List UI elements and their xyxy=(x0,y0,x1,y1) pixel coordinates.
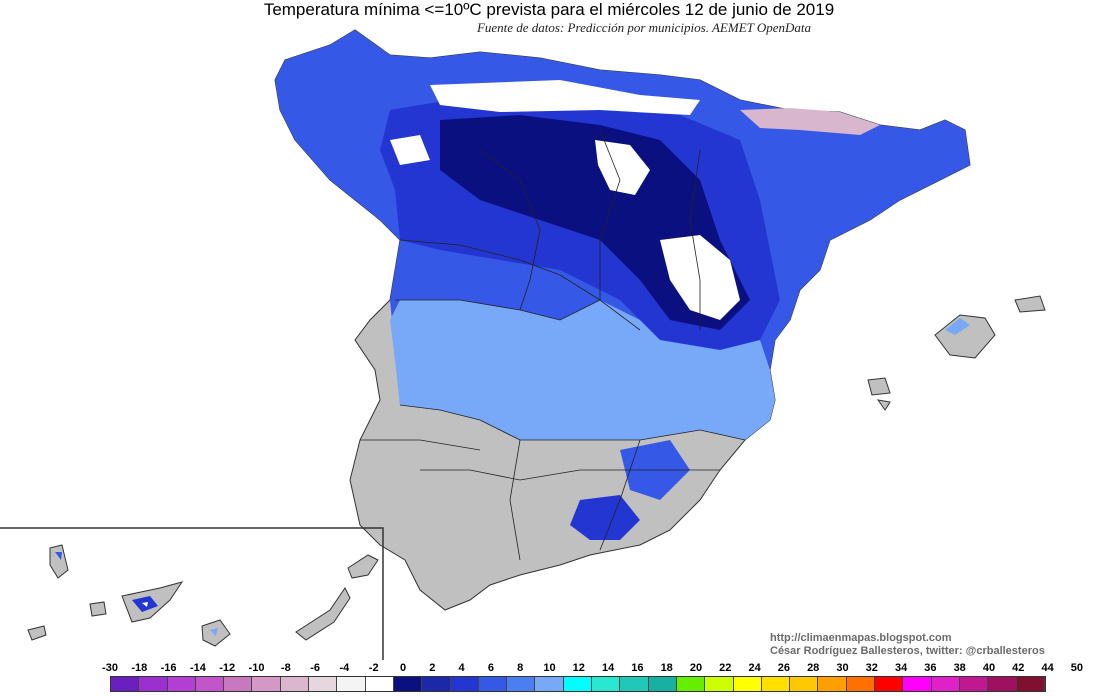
legend-tick-label: 20 xyxy=(689,662,703,674)
legend-swatch xyxy=(280,677,310,691)
el-hierro xyxy=(27,625,47,641)
legend-tick-label: 26 xyxy=(777,662,791,674)
legend-tick-label: 22 xyxy=(719,662,732,674)
legend-swatch xyxy=(903,677,932,691)
legend-swatch xyxy=(393,677,423,691)
legend-swatch xyxy=(620,677,649,691)
tenerife-frost xyxy=(142,602,148,607)
legend-tick-label: 10 xyxy=(543,662,556,674)
author-credit: César Rodríguez Ballesteros, twitter: @c… xyxy=(770,645,1045,657)
legend-swatch xyxy=(309,677,338,691)
legend-swatch xyxy=(422,677,451,691)
legend-labels: -30 -18 -16 -14 -12 -10 -8 -6 -4 -2 0 2 4 6 8 10 12 14 16 1… xyxy=(96,662,1088,676)
legend-swatch xyxy=(195,677,225,691)
legend-tick-label: 6 xyxy=(487,662,494,674)
legend-tick-label: 40 xyxy=(982,662,996,674)
legend-swatch xyxy=(592,677,621,691)
legend-swatch xyxy=(988,677,1017,691)
formentera xyxy=(876,399,891,411)
legend-tick-label: 50 xyxy=(1070,662,1084,674)
legend-tick-label: 30 xyxy=(836,662,849,674)
legend-tick-label: -10 xyxy=(248,662,265,674)
legend-swatch xyxy=(478,677,508,691)
legend-tick-label: 28 xyxy=(807,662,820,674)
legend-tick-label: -16 xyxy=(160,662,177,674)
legend-tick-label: 42 xyxy=(1012,662,1025,674)
map-subtitle: Fuente de datos: Predicción por municipi… xyxy=(476,20,812,35)
legend-tick-label: 0 xyxy=(399,662,407,674)
frost-patch-cantabrico xyxy=(430,80,700,115)
ibiza xyxy=(867,377,891,396)
legend-swatch xyxy=(167,677,196,691)
menorca xyxy=(1014,295,1046,313)
legend-tick-label: -4 xyxy=(339,662,350,674)
legend-swatch xyxy=(365,677,394,691)
legend-color-bar xyxy=(110,676,1046,692)
legend-tick-label: -6 xyxy=(310,662,320,674)
legend-swatch xyxy=(507,677,536,691)
legend-swatch xyxy=(535,677,564,691)
legend-tick-label: 12 xyxy=(572,662,585,674)
province-borders xyxy=(360,129,746,561)
map-title: Temperatura mínima <=10ºC prevista para … xyxy=(263,0,835,19)
mallorca-cold xyxy=(945,318,970,335)
cold-patch-sierra-nevada xyxy=(570,495,640,540)
legend-tick-label: -12 xyxy=(219,662,236,674)
la-palma-cold xyxy=(55,552,62,560)
legend-swatch xyxy=(931,677,960,691)
frost-patch-sistema-central xyxy=(660,235,740,320)
legend-swatch xyxy=(959,677,989,691)
legend-swatch xyxy=(1016,677,1045,691)
la-palma xyxy=(49,544,69,579)
la-gomera xyxy=(89,601,107,617)
mallorca xyxy=(934,314,996,359)
legend-swatch xyxy=(790,677,819,691)
legend-swatch xyxy=(252,677,281,691)
legend-swatch xyxy=(450,677,479,691)
legend-swatch xyxy=(139,677,168,691)
legend-swatch xyxy=(875,677,904,691)
legend-tick-label: 8 xyxy=(517,662,524,674)
legend-tick-label: -30 xyxy=(102,662,118,674)
legend-swatch xyxy=(111,677,140,691)
legend-tick-label: 14 xyxy=(601,662,615,674)
frost-patch-pyrenees xyxy=(740,108,880,135)
legend-swatch xyxy=(733,677,762,691)
legend-tick-label: 4 xyxy=(458,662,465,674)
legend-tick-label: 32 xyxy=(865,662,878,674)
legend-tick-label: 24 xyxy=(748,662,761,674)
canary-inset-frame xyxy=(0,527,384,660)
legend-swatch xyxy=(705,677,734,691)
legend-tick-label: -2 xyxy=(368,662,379,674)
lanzarote xyxy=(347,554,379,579)
frost-patch-leon xyxy=(390,135,430,165)
gran-canaria-cold xyxy=(210,628,218,636)
legend-tick-label: 34 xyxy=(894,662,908,674)
legend-swatch xyxy=(846,677,876,691)
legend-tick-label: -18 xyxy=(131,662,148,674)
fuerteventura xyxy=(295,587,351,641)
legend-swatch xyxy=(648,677,677,691)
legend-swatch xyxy=(224,677,253,691)
legend-swatch xyxy=(761,677,791,691)
legend-tick-label: 44 xyxy=(1041,662,1054,674)
legend-swatch xyxy=(676,677,706,691)
legend-tick-label: 16 xyxy=(631,662,644,674)
legend-swatch xyxy=(337,677,366,691)
legend-tick-label: 38 xyxy=(953,662,966,674)
frost-patch-iberico xyxy=(595,140,650,195)
legend-tick-label: 18 xyxy=(660,662,673,674)
legend-swatch xyxy=(818,677,847,691)
legend-tick-label: 2 xyxy=(429,662,436,674)
legend-tick-label: -8 xyxy=(280,662,291,674)
legend-tick-label: -14 xyxy=(189,662,206,674)
blog-credit: http://climaenmapas.blogspot.com xyxy=(770,632,952,644)
legend-swatch xyxy=(563,677,593,691)
legend-tick-label: 36 xyxy=(924,662,937,674)
